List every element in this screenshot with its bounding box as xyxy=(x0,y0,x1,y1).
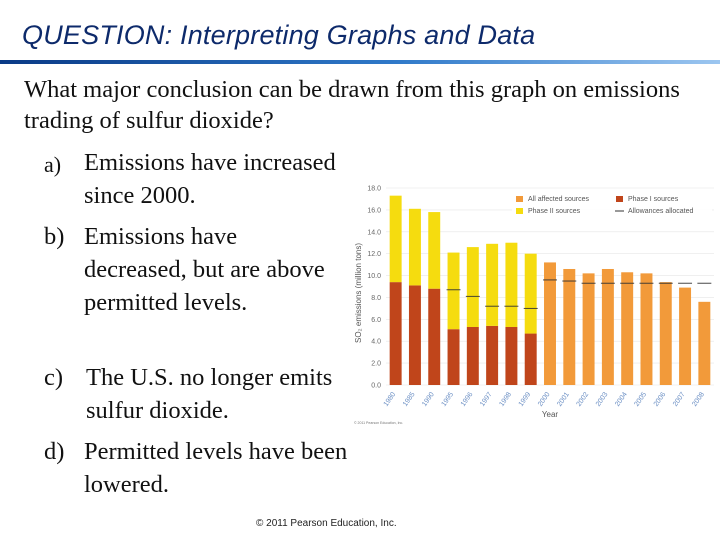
x-tick-label: 1985 xyxy=(402,391,417,408)
x-tick-label: 2003 xyxy=(595,391,610,408)
bar-all-sources xyxy=(679,287,692,385)
x-tick-label: 2000 xyxy=(537,391,552,408)
x-tick-label: 2006 xyxy=(653,391,668,408)
y-tick-label: 14.0 xyxy=(367,229,381,236)
x-tick-label: 1998 xyxy=(498,391,513,408)
bar-phase-2 xyxy=(505,242,518,327)
y-tick-label: 4.0 xyxy=(371,339,381,346)
legend-swatch xyxy=(616,196,623,202)
option-a-text: Emissions have increased since 2000. xyxy=(84,149,336,209)
allowance-marks xyxy=(446,279,712,309)
bar-phase-2 xyxy=(486,243,499,326)
x-tick-label: 2005 xyxy=(633,391,648,408)
legend-background xyxy=(512,194,712,218)
option-b-label: b) xyxy=(44,223,65,250)
x-axis-label: Year xyxy=(542,410,559,419)
y-tick-label: 6.0 xyxy=(371,317,381,324)
copyright-footer: © 2011 Pearson Education, Inc. xyxy=(256,518,397,529)
x-tick-label: 1995 xyxy=(440,391,455,408)
bar-all-sources xyxy=(601,268,614,385)
y-tick-label: 18.0 xyxy=(367,186,381,193)
legend-label: Phase I sources xyxy=(628,196,679,203)
bar-phase-1 xyxy=(447,329,460,385)
y-tick-label: 2.0 xyxy=(371,361,381,368)
option-d-text: Permitted levels have been lowered. xyxy=(84,438,348,498)
bar-phase-1 xyxy=(524,333,537,385)
y-tick-label: 16.0 xyxy=(367,207,381,214)
bar-all-sources xyxy=(582,273,595,385)
bar-phase-1 xyxy=(408,285,421,385)
x-tick-label: 2008 xyxy=(691,391,706,408)
option-c-text: The U.S. no longer emits sulfur dioxide. xyxy=(86,364,333,424)
y-axis-ticks: 0.0 2.0 4.0 6.0 8.0 10.0 12.0 14.0 16.0 18.0 xyxy=(367,186,381,390)
x-tick-label: 1996 xyxy=(460,391,475,408)
option-a-label: a) xyxy=(44,152,62,177)
legend-label: Phase II sources xyxy=(528,208,581,215)
bar-all-sources xyxy=(698,301,711,385)
x-axis-ticks: 1980 1985 1990 1995 1996 1997 1998 1999 2000 2001… xyxy=(383,391,706,408)
chart-bars xyxy=(389,195,711,385)
bar-phase-2 xyxy=(447,252,460,330)
title-divider xyxy=(0,60,720,64)
x-tick-label: 1999 xyxy=(518,391,533,408)
legend-swatch xyxy=(516,196,523,202)
bar-all-sources xyxy=(621,272,634,385)
y-tick-label: 12.0 xyxy=(367,251,381,258)
bar-phase-2 xyxy=(408,208,421,286)
bar-all-sources xyxy=(563,268,576,385)
bar-phase-2 xyxy=(466,247,479,327)
bar-all-sources xyxy=(544,262,556,385)
y-axis-label: SO₂ emissions (million tons) xyxy=(354,243,363,343)
chart-legend: All affected sources Phase I sources Phase… xyxy=(512,194,712,218)
x-tick-label: 1990 xyxy=(421,391,436,408)
bar-phase-2 xyxy=(524,253,537,334)
bar-phase-1 xyxy=(505,326,518,385)
chart-credit: © 2011 Pearson Education, Inc. xyxy=(354,421,403,425)
option-d-label: d) xyxy=(44,438,65,465)
x-tick-label: 1980 xyxy=(383,391,398,408)
x-tick-label: 2004 xyxy=(614,391,629,408)
option-c-label: c) xyxy=(44,364,64,391)
so2-emissions-chart: 0.0 2.0 4.0 6.0 8.0 10.0 12.0 14.0 16.0 18.0 SO₂ … xyxy=(354,186,714,425)
y-tick-label: 10.0 xyxy=(367,273,381,280)
x-tick-label: 2002 xyxy=(576,391,591,408)
bar-phase-1 xyxy=(486,325,499,385)
question-text: What major conclusion can be drawn from … xyxy=(24,76,680,134)
bar-all-sources xyxy=(659,282,672,385)
x-tick-label: 1997 xyxy=(479,391,494,408)
option-b-text: Emissions have decreased, but are above … xyxy=(84,223,325,316)
bar-phase-1 xyxy=(466,326,479,385)
legend-swatch xyxy=(516,208,523,214)
legend-label: Allowances allocated xyxy=(628,208,693,215)
bar-phase-1 xyxy=(428,288,441,385)
bar-phase-1 xyxy=(389,282,402,385)
legend-label: All affected sources xyxy=(528,196,589,203)
bar-all-sources xyxy=(640,273,653,385)
x-tick-label: 2007 xyxy=(672,391,687,408)
slide-title: QUESTION: Interpreting Graphs and Data xyxy=(22,20,536,50)
bar-phase-2 xyxy=(428,212,441,289)
x-tick-label: 2001 xyxy=(556,391,571,408)
y-tick-label: 0.0 xyxy=(371,383,381,390)
y-tick-label: 8.0 xyxy=(371,295,381,302)
bar-phase-2 xyxy=(389,195,402,283)
